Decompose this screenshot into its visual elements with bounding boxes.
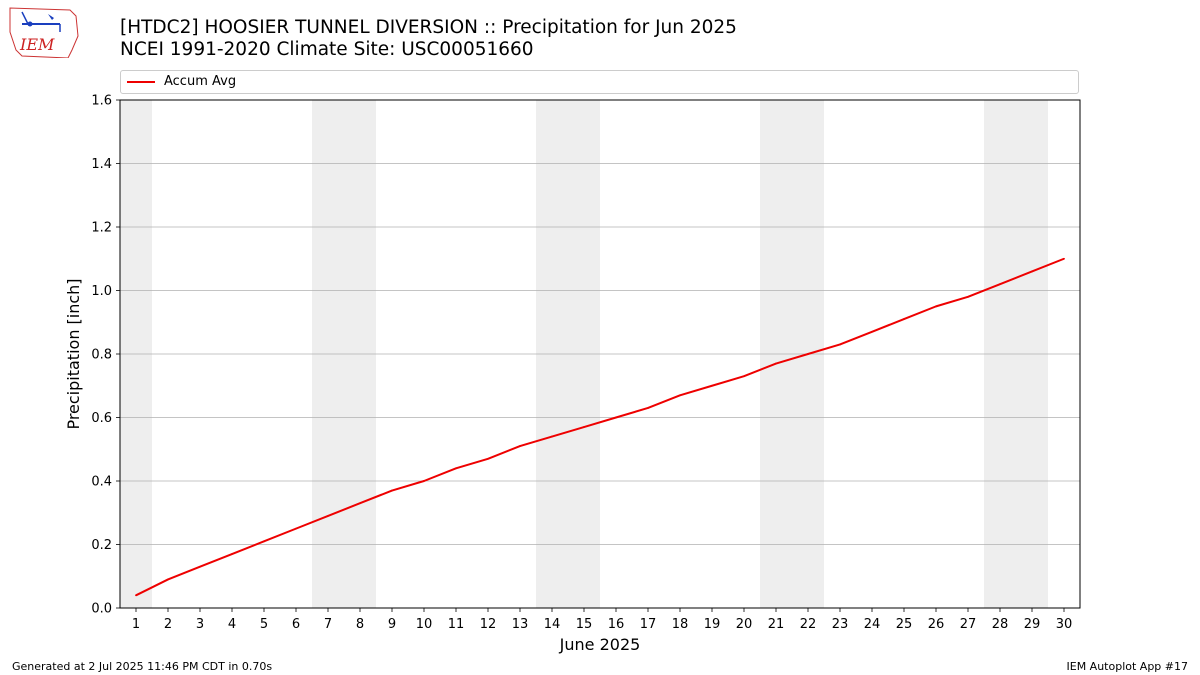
data-point-8 bbox=[359, 502, 361, 505]
x-tick-label-1: 2 bbox=[164, 617, 172, 632]
y-tick-label-2: 0.4 bbox=[91, 475, 112, 490]
x-tick-label-7: 8 bbox=[356, 617, 364, 632]
data-point-12 bbox=[487, 457, 489, 460]
data-point-16 bbox=[615, 416, 617, 419]
x-tick-label-19: 20 bbox=[736, 617, 753, 632]
y-tick-label-0: 0.0 bbox=[91, 602, 112, 617]
data-point-14 bbox=[551, 435, 553, 438]
axes-frame bbox=[119, 99, 1081, 609]
y-tick-label-5: 1.0 bbox=[91, 284, 112, 299]
x-tick-label-12: 13 bbox=[512, 617, 529, 632]
x-tick-label-2: 3 bbox=[196, 617, 204, 632]
chart-title: [HTDC2] HOOSIER TUNNEL DIVERSION :: Prec… bbox=[120, 17, 737, 38]
x-tick-label-29: 30 bbox=[1056, 617, 1073, 632]
y-tick-label-7: 1.4 bbox=[91, 157, 112, 172]
x-tick-label-23: 24 bbox=[864, 617, 881, 632]
x-axis-label: June 2025 bbox=[559, 635, 641, 654]
app-footer: IEM Autoplot App #17 bbox=[1066, 660, 1189, 673]
legend-swatch-accum-avg bbox=[127, 81, 155, 83]
x-tick-label-4: 5 bbox=[260, 617, 268, 632]
y-tick-label-4: 0.8 bbox=[91, 348, 112, 363]
x-tick-label-3: 4 bbox=[228, 617, 236, 632]
data-point-23 bbox=[839, 343, 841, 346]
x-tick-label-15: 16 bbox=[608, 617, 625, 632]
chart-subtitle: NCEI 1991-2020 Climate Site: USC00051660 bbox=[120, 39, 534, 60]
data-point-30 bbox=[1063, 257, 1065, 260]
data-point-17 bbox=[647, 407, 649, 409]
y-tick-label-6: 1.2 bbox=[91, 221, 112, 236]
data-point-18 bbox=[679, 394, 681, 397]
data-point-1 bbox=[135, 594, 137, 597]
x-tick-label-11: 12 bbox=[480, 617, 497, 632]
generated-footer: Generated at 2 Jul 2025 11:46 PM CDT in … bbox=[12, 660, 273, 673]
data-point-13 bbox=[519, 445, 521, 447]
legend-label-accum-avg: Accum Avg bbox=[164, 74, 237, 89]
data-point-25 bbox=[903, 318, 905, 320]
data-point-7 bbox=[327, 515, 329, 517]
x-tick-label-21: 22 bbox=[800, 617, 817, 632]
data-point-19 bbox=[711, 384, 713, 387]
data-point-4 bbox=[231, 553, 233, 555]
x-tick-label-17: 18 bbox=[672, 617, 689, 632]
svg-text:IEM: IEM bbox=[19, 35, 55, 54]
y-tick-label-8: 1.6 bbox=[91, 94, 112, 109]
data-point-27 bbox=[967, 295, 969, 298]
y-tick-label-1: 0.2 bbox=[91, 538, 112, 553]
x-tick-label-24: 25 bbox=[896, 617, 913, 632]
x-tick-label-16: 17 bbox=[640, 617, 657, 632]
x-tick-label-25: 26 bbox=[928, 617, 945, 632]
x-tick-label-13: 14 bbox=[544, 617, 561, 632]
data-point-9 bbox=[391, 489, 393, 492]
legend: Accum Avg bbox=[120, 70, 1079, 94]
x-tick-label-9: 10 bbox=[416, 617, 433, 632]
x-tick-label-22: 23 bbox=[832, 617, 849, 632]
iem-logo: IEM bbox=[9, 7, 79, 58]
precipitation-chart: 0.00.20.40.60.81.01.21.41.61 2 3 4 5 6 7 8 9 10 11… bbox=[64, 94, 1081, 654]
x-tick-label-6: 7 bbox=[324, 617, 332, 632]
data-point-20 bbox=[743, 375, 745, 378]
x-tick-label-8: 9 bbox=[388, 617, 396, 632]
x-tick-label-28: 29 bbox=[1024, 617, 1041, 632]
data-point-28 bbox=[999, 283, 1001, 286]
series-line-accum-avg bbox=[135, 257, 1065, 597]
x-tick-label-20: 21 bbox=[768, 617, 785, 632]
data-point-21 bbox=[775, 362, 777, 365]
data-point-5 bbox=[263, 540, 265, 543]
y-tick-label-3: 0.6 bbox=[91, 411, 112, 426]
x-tick-label-26: 27 bbox=[960, 617, 977, 632]
data-point-15 bbox=[583, 426, 585, 428]
data-point-22 bbox=[807, 353, 809, 355]
data-point-26 bbox=[935, 305, 937, 308]
data-point-6 bbox=[295, 527, 297, 530]
x-tick-label-18: 19 bbox=[704, 617, 721, 632]
data-point-3 bbox=[199, 565, 201, 568]
data-point-24 bbox=[871, 330, 873, 333]
x-tick-label-14: 15 bbox=[576, 617, 593, 632]
data-point-29 bbox=[1031, 270, 1033, 273]
data-point-2 bbox=[167, 578, 169, 581]
x-tick-label-27: 28 bbox=[992, 617, 1009, 632]
data-point-11 bbox=[455, 467, 457, 470]
y-axis-label: Precipitation [inch] bbox=[64, 278, 83, 429]
data-point-10 bbox=[423, 480, 425, 482]
x-tick-label-10: 11 bbox=[448, 617, 465, 632]
x-tick-label-5: 6 bbox=[292, 617, 300, 632]
x-tick-label-0: 1 bbox=[132, 617, 140, 632]
